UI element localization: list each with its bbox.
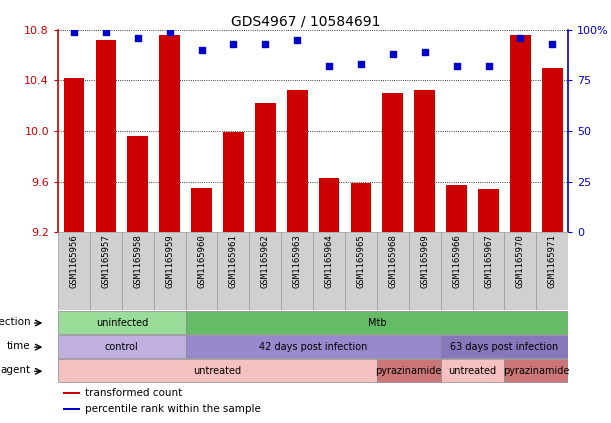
Text: GSM1165962: GSM1165962 [261, 235, 270, 288]
Text: GSM1165966: GSM1165966 [452, 235, 461, 288]
Text: GSM1165970: GSM1165970 [516, 235, 525, 288]
Bar [441, 335, 568, 358]
Bar [95, 40, 116, 232]
Bar [505, 232, 536, 310]
Bar [441, 359, 505, 382]
Text: 63 days post infection: 63 days post infection [450, 342, 558, 352]
Bar [478, 189, 499, 232]
Bar [377, 232, 409, 310]
Bar [249, 232, 281, 310]
Point [484, 63, 494, 69]
Bar [409, 232, 441, 310]
Text: GSM1165956: GSM1165956 [70, 235, 78, 288]
Bar [472, 232, 505, 310]
Text: agent: agent [0, 365, 30, 375]
Point [292, 36, 302, 43]
Bar [186, 311, 568, 334]
Bar [58, 335, 186, 358]
Bar [58, 232, 90, 310]
Bar [351, 183, 371, 232]
Point [165, 28, 175, 35]
Text: transformed count: transformed count [85, 388, 182, 398]
Bar [505, 359, 568, 382]
Bar [255, 103, 276, 232]
Bar [542, 68, 563, 232]
Text: GSM1165971: GSM1165971 [548, 235, 557, 288]
Point [516, 34, 525, 41]
Text: GDS4967 / 10584691: GDS4967 / 10584691 [231, 15, 380, 29]
Bar [122, 232, 154, 310]
Text: GSM1165969: GSM1165969 [420, 235, 430, 288]
Point [101, 28, 111, 35]
Point [197, 47, 207, 53]
Text: GSM1165968: GSM1165968 [389, 235, 397, 288]
Bar [377, 359, 441, 382]
Bar [186, 232, 218, 310]
Point [229, 41, 238, 47]
Point [420, 49, 430, 55]
Bar [382, 93, 403, 232]
Point [133, 34, 142, 41]
Bar [287, 91, 307, 232]
Bar [58, 311, 186, 334]
Point [356, 60, 366, 67]
Text: GSM1165964: GSM1165964 [324, 235, 334, 288]
Text: GSM1165963: GSM1165963 [293, 235, 302, 288]
Point [324, 63, 334, 69]
Bar [345, 232, 377, 310]
Text: untreated: untreated [448, 366, 497, 376]
Text: GSM1165961: GSM1165961 [229, 235, 238, 288]
Bar [128, 136, 148, 232]
Text: GSM1165967: GSM1165967 [484, 235, 493, 288]
Bar [154, 232, 186, 310]
Text: percentile rank within the sample: percentile rank within the sample [85, 404, 261, 414]
Bar [191, 188, 212, 232]
Text: untreated: untreated [194, 366, 241, 376]
Text: uninfected: uninfected [96, 318, 148, 327]
Text: pyrazinamide: pyrazinamide [503, 366, 569, 376]
Bar [536, 232, 568, 310]
Text: time: time [7, 341, 30, 351]
Text: GSM1165957: GSM1165957 [101, 235, 111, 288]
Bar [414, 91, 435, 232]
Bar [510, 35, 531, 232]
Point [69, 28, 79, 35]
Text: control: control [105, 342, 139, 352]
Point [452, 63, 461, 69]
Point [547, 41, 557, 47]
Bar [223, 132, 244, 232]
Text: infection: infection [0, 317, 30, 327]
Bar [186, 335, 441, 358]
Text: GSM1165958: GSM1165958 [133, 235, 142, 288]
Text: 42 days post infection: 42 days post infection [259, 342, 367, 352]
Point [388, 50, 398, 57]
Bar [313, 232, 345, 310]
Bar [159, 35, 180, 232]
Bar [218, 232, 249, 310]
Bar [90, 232, 122, 310]
Text: GSM1165965: GSM1165965 [356, 235, 365, 288]
Bar [58, 359, 377, 382]
Bar [63, 408, 80, 410]
Bar [441, 232, 472, 310]
Text: GSM1165960: GSM1165960 [197, 235, 206, 288]
Bar [63, 392, 80, 394]
Bar [319, 178, 340, 232]
Text: Mtb: Mtb [368, 318, 386, 327]
Bar [64, 78, 84, 232]
Text: pyrazinamide: pyrazinamide [376, 366, 442, 376]
Bar [281, 232, 313, 310]
Bar [446, 185, 467, 232]
Point [260, 41, 270, 47]
Text: GSM1165959: GSM1165959 [165, 235, 174, 288]
